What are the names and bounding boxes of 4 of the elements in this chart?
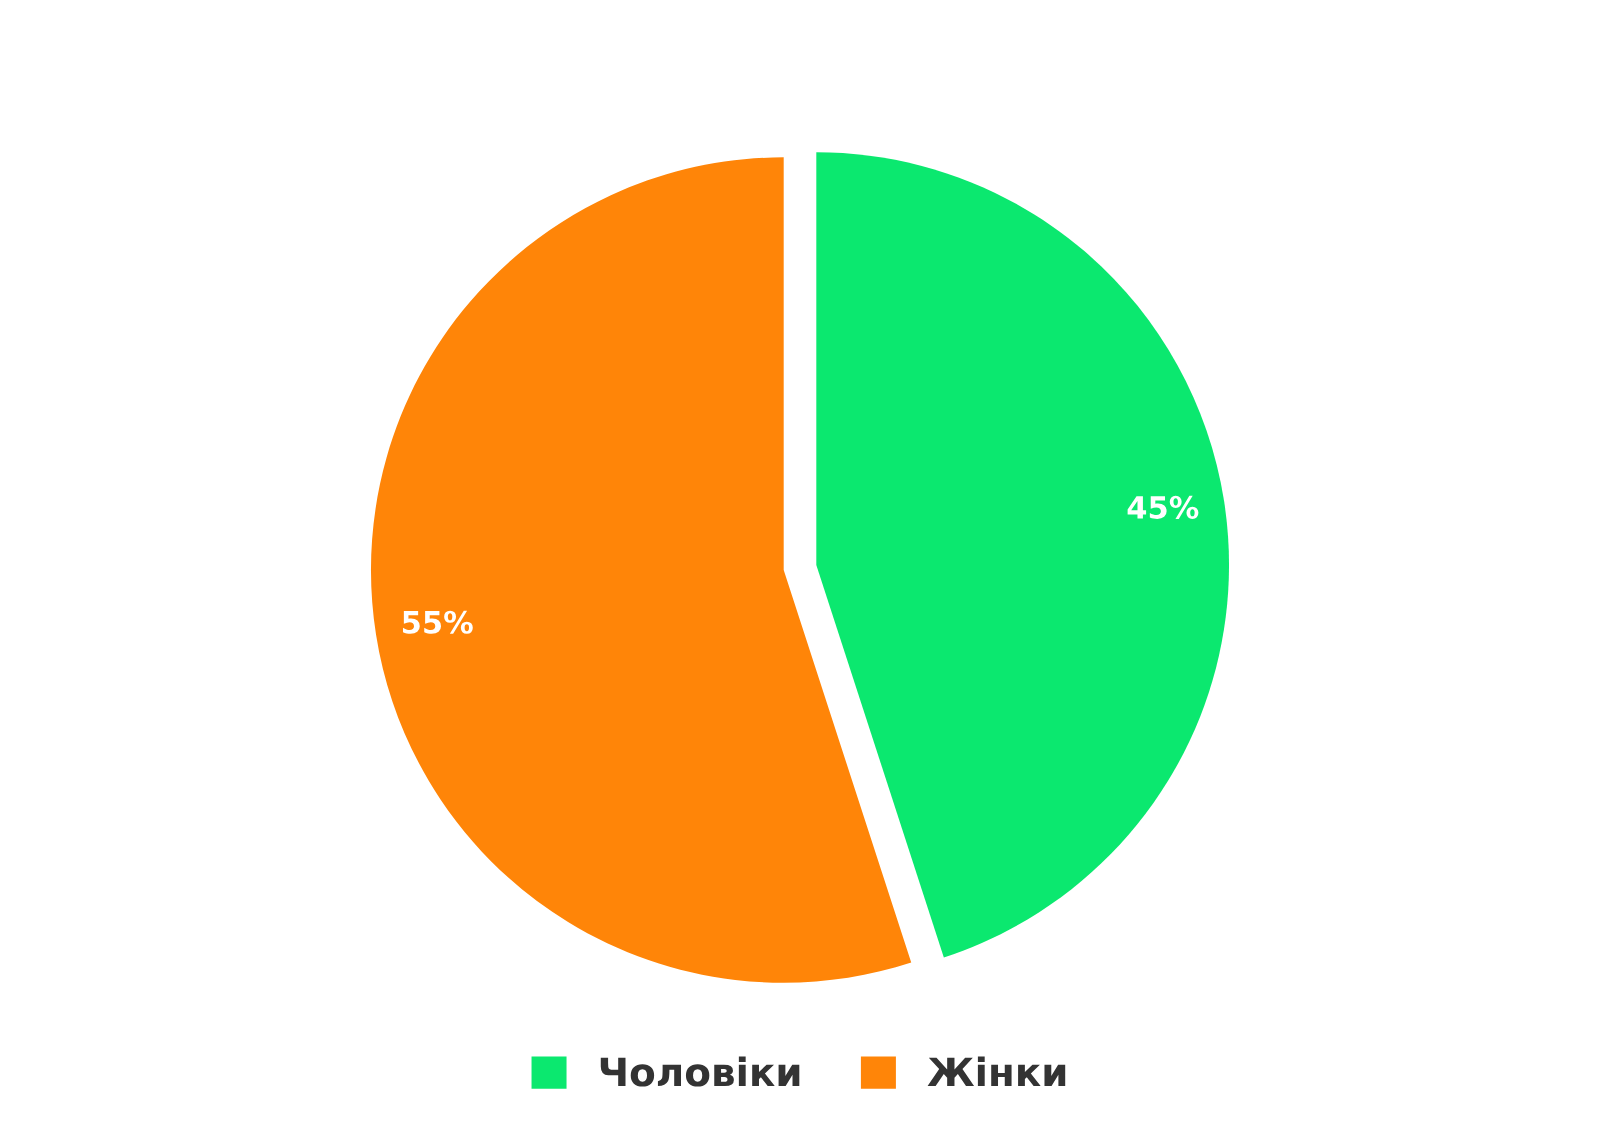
data-label: 55% [402,610,473,634]
data-label: 45% [1127,495,1199,519]
legend-label: Жінки [927,1056,1066,1087]
legend-label: Чоловіки [600,1056,800,1087]
